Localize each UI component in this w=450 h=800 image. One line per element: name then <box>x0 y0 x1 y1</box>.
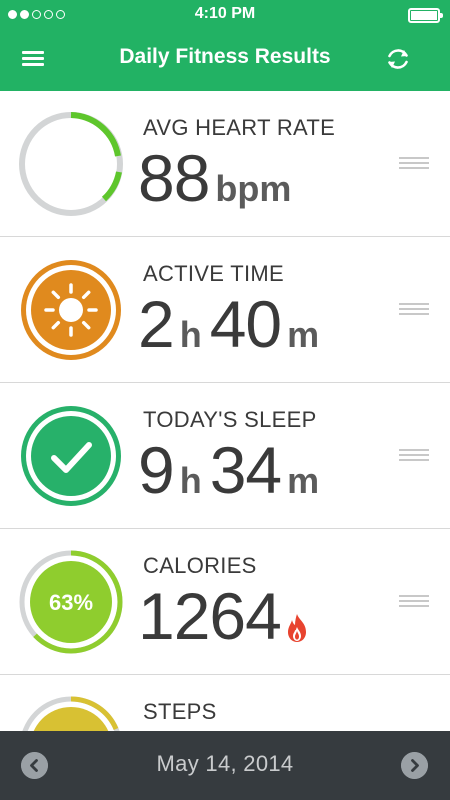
metric-label: ACTIVE TIME <box>143 261 285 286</box>
steps-ring <box>22 696 120 731</box>
reorder-handle-icon[interactable] <box>399 595 429 607</box>
metric-label: STEPS <box>143 699 217 724</box>
checkmark-icon <box>21 406 121 506</box>
metric-value: 9 h 34 m <box>138 435 327 505</box>
sun-icon <box>21 260 121 360</box>
heart-rate-ring <box>19 112 123 216</box>
sleep-hours-value: 9 <box>138 433 175 507</box>
metric-row-heart-rate[interactable]: AVG HEART RATE 88 bpm <box>0 91 450 237</box>
date-navigator: May 14, 2014 <box>0 731 450 800</box>
sleep-minutes-unit: m <box>287 460 320 501</box>
calories-percent: 63% <box>49 590 93 615</box>
chevron-right-icon[interactable] <box>401 752 428 779</box>
sleep-hours-unit: h <box>179 460 202 501</box>
sleep-minutes-value: 34 <box>209 433 282 507</box>
status-bar: 4:10 PM <box>0 0 450 30</box>
metric-row-active-time[interactable]: ACTIVE TIME 2 h 40 m <box>0 237 450 383</box>
calories-value: 1264 <box>138 579 282 653</box>
heart-rate-value: 88 <box>138 141 210 215</box>
active-hours-value: 2 <box>138 287 175 361</box>
reorder-handle-icon[interactable] <box>399 157 429 169</box>
metric-label: CALORIES <box>143 553 257 578</box>
selected-date[interactable]: May 14, 2014 <box>156 751 294 776</box>
chevron-left-icon[interactable] <box>21 752 48 779</box>
refresh-icon[interactable] <box>384 45 412 73</box>
status-time: 4:10 PM <box>194 5 256 22</box>
battery-icon <box>408 8 443 23</box>
metric-row-sleep[interactable]: TODAY'S SLEEP 9 h 34 m <box>0 383 450 529</box>
metric-value: 1264 <box>138 581 309 651</box>
page-title: Daily Fitness Results <box>119 45 331 68</box>
reorder-handle-icon[interactable] <box>399 449 429 461</box>
active-minutes-unit: m <box>287 314 320 355</box>
calories-progress-ring: 63% <box>19 550 123 654</box>
metrics-list[interactable]: AVG HEART RATE 88 bpm A <box>0 91 450 731</box>
active-minutes-value: 40 <box>209 287 282 361</box>
metric-row-calories[interactable]: 63% CALORIES 1264 <box>0 529 450 675</box>
metric-label: AVG HEART RATE <box>143 115 336 140</box>
menu-icon[interactable] <box>22 51 44 67</box>
signal-strength-icon <box>8 10 65 19</box>
active-hours-unit: h <box>179 314 202 355</box>
heart-rate-unit: bpm <box>215 168 292 209</box>
metric-label: TODAY'S SLEEP <box>143 407 317 432</box>
app-header: 4:10 PM Daily Fitness Results <box>0 0 450 91</box>
flame-icon <box>287 614 306 642</box>
metric-row-steps[interactable]: STEPS <box>0 675 450 731</box>
metric-value: 2 h 40 m <box>138 289 327 359</box>
reorder-handle-icon[interactable] <box>399 303 429 315</box>
metric-value: 88 bpm <box>138 143 299 213</box>
